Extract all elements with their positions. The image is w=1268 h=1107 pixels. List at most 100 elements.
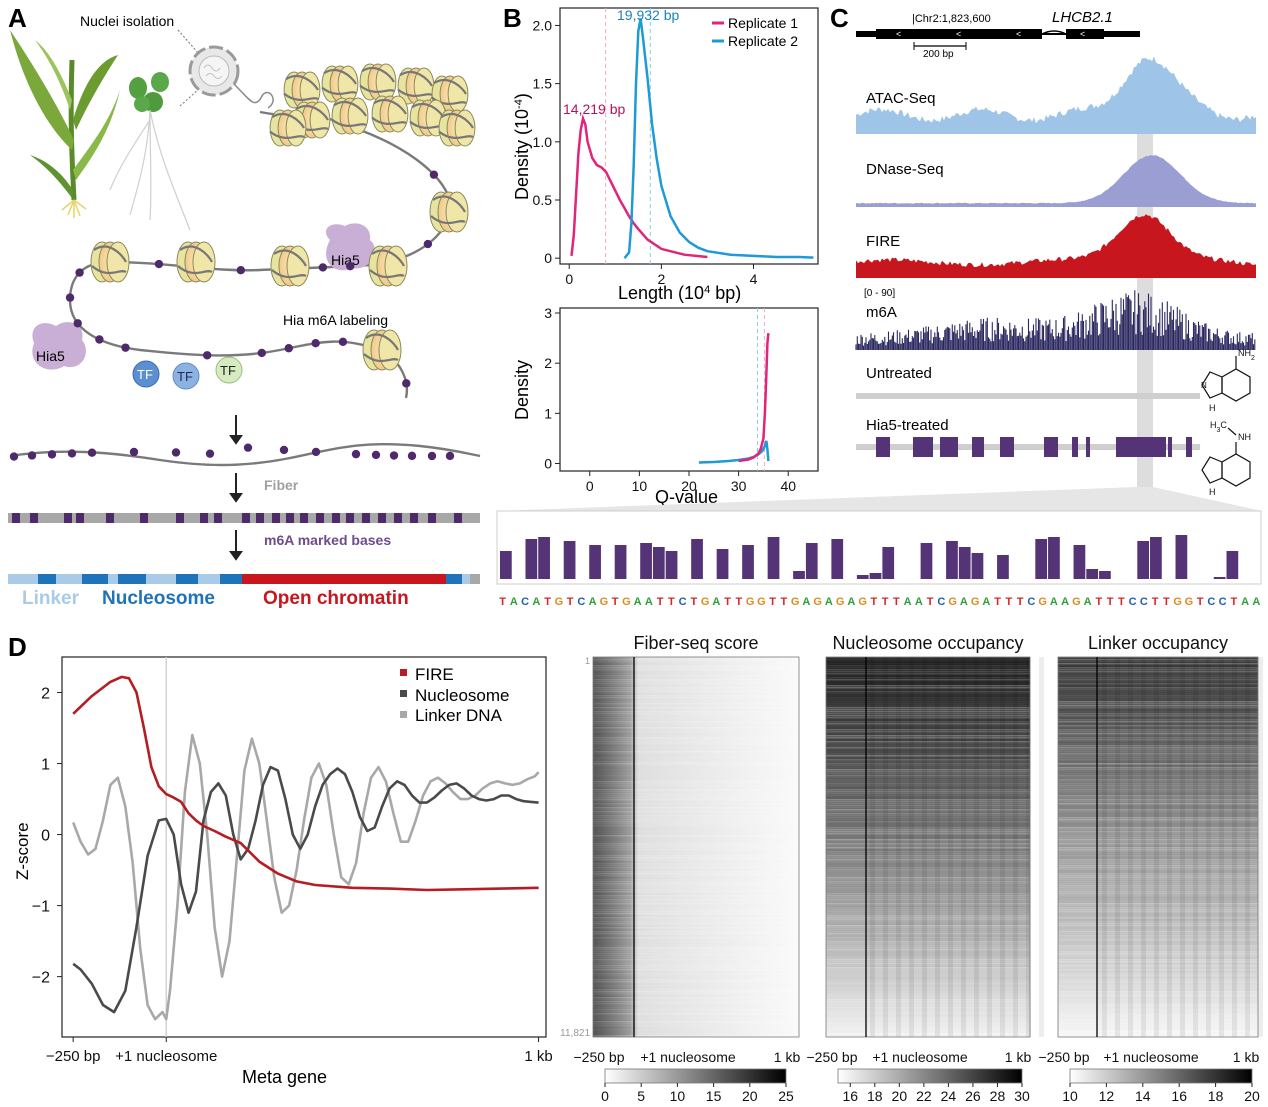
nucleosome-label: Nucleosome <box>102 588 215 609</box>
hia5-enzyme-icon-2: Hia5 <box>32 322 86 370</box>
zscore-plot: −2 −1 0 1 2 −250 bp +1 nucleosome 1 kb <box>32 657 553 1065</box>
chromatin-annotation-bar <box>8 574 480 584</box>
rep1-q-line-series <box>738 332 770 463</box>
heatmap-row <box>826 981 1030 983</box>
x-tick-label: 10 <box>632 478 648 494</box>
heatmap-row <box>826 723 1030 725</box>
zoom-m6a-bar <box>831 539 844 579</box>
heatmap-row <box>593 723 799 725</box>
heatmap-column-band <box>935 657 940 1037</box>
heatmap-row <box>593 945 799 947</box>
heatmap-row <box>826 687 1030 689</box>
heatmap-row <box>826 877 1030 879</box>
gene-name: LHCB2.1 <box>1052 9 1113 26</box>
sequence-base: A <box>1084 596 1092 608</box>
zoom-m6a-bar <box>716 549 729 579</box>
heatmap-row <box>826 749 1030 751</box>
fiber-m6a-dot <box>407 451 417 461</box>
panel-c-genome-tracks: < < < < |Chr2:1,823,600 LHCB2.1 200 bp A… <box>496 9 1262 608</box>
heatmap-row <box>826 791 1030 793</box>
m6a-block <box>64 513 72 523</box>
heatmap-row <box>593 715 799 717</box>
heatmap-row <box>593 973 799 975</box>
dna-wrap <box>271 269 307 279</box>
gene-utr-left <box>856 31 876 37</box>
panel-a-illustration: Nuclei isolation Hia5 Hia5 TF TF <box>8 13 481 609</box>
heatmap-row <box>826 935 1030 937</box>
heatmap-row <box>826 991 1030 993</box>
m6a-block <box>300 513 308 523</box>
heatmap-row <box>1058 819 1258 821</box>
track-label-atac: ATAC-Seq <box>866 90 935 107</box>
heatmap-row <box>593 959 799 961</box>
nucleosome-cluster-icon <box>409 99 447 137</box>
fiber-label: Fiber <box>264 477 299 493</box>
heatmap-row <box>593 1021 799 1023</box>
zoom-m6a-bar <box>856 575 869 579</box>
heatmap-row <box>593 791 799 793</box>
heatmap-row <box>826 1003 1030 1005</box>
sequence-base: C <box>1027 596 1035 608</box>
nh2-label: NH2 <box>1238 348 1255 362</box>
sequence-base: A <box>960 596 968 608</box>
y-tick-label: −1 <box>32 899 50 916</box>
heatmap-row <box>826 1011 1030 1013</box>
adenine-structure-icon: NH2 H N <box>1201 348 1255 413</box>
heatmap-row <box>1058 1015 1258 1017</box>
heatmap-row <box>826 833 1030 835</box>
sequence-base: T <box>769 596 776 608</box>
heatmap-row <box>826 831 1030 833</box>
heatmap-frame <box>1057 656 1259 1038</box>
tf-label-2: TF <box>177 369 193 384</box>
heatmap-row <box>826 873 1030 875</box>
heatmap-row <box>593 857 799 859</box>
hia-labeling-label: Hia m6A labeling <box>283 312 388 328</box>
colorbar-tick-label: 10 <box>1062 1088 1078 1104</box>
heatmap-row <box>593 889 799 891</box>
sequence-base: T <box>544 596 551 608</box>
heatmap-column-band <box>1206 657 1211 1037</box>
legend-linker-dna: Linker DNA <box>415 706 503 725</box>
fiber-m6a-dot <box>311 447 321 457</box>
nucleosome-singles <box>90 191 469 371</box>
heatmap-row <box>1058 715 1258 717</box>
heatmap-row <box>593 785 799 787</box>
m6a-dots-on-fiber <box>65 170 439 388</box>
heatmap-row <box>593 969 799 971</box>
heatmap-row <box>593 667 799 669</box>
heatmap-row <box>826 893 1030 895</box>
heatmap-row <box>593 999 799 1001</box>
m6a-dot <box>318 263 328 272</box>
heatmap-row <box>593 919 799 921</box>
heatmap-row <box>826 861 1030 863</box>
heatmap-row <box>593 705 799 707</box>
heatmap-row <box>1058 981 1258 983</box>
heatmap-row <box>593 779 799 781</box>
m6a-block <box>378 513 386 523</box>
heatmap-row <box>593 681 799 683</box>
heatmap-row <box>826 685 1030 687</box>
zoom-m6a-bar <box>1150 537 1162 579</box>
heatmap-row <box>826 777 1030 779</box>
sequence-base: G <box>757 596 766 608</box>
sequence-base: T <box>736 596 743 608</box>
heatmap-row <box>826 907 1030 909</box>
heatmap-row <box>593 931 799 933</box>
sequence-base: T <box>1197 596 1204 608</box>
heatmap-row <box>826 985 1030 987</box>
gene-exon-1 <box>876 29 1042 39</box>
m6a-dot <box>402 379 411 388</box>
heatmap-column-band <box>1232 657 1237 1037</box>
heatmap-row <box>593 951 799 953</box>
heatmap-base <box>826 657 1030 1037</box>
rep2-length-line <box>623 18 814 259</box>
hia5-m6a-block <box>876 437 890 457</box>
m6a-dot <box>423 239 433 249</box>
sequence-base: G <box>1173 596 1182 608</box>
dna-wrap <box>91 265 127 275</box>
heatmap-row <box>593 981 799 983</box>
fire-track <box>856 214 1256 278</box>
heatmap-x-tick: −250 bp <box>574 1049 625 1065</box>
heatmap-row <box>1058 679 1258 681</box>
zoom-m6a-bar <box>614 545 627 579</box>
